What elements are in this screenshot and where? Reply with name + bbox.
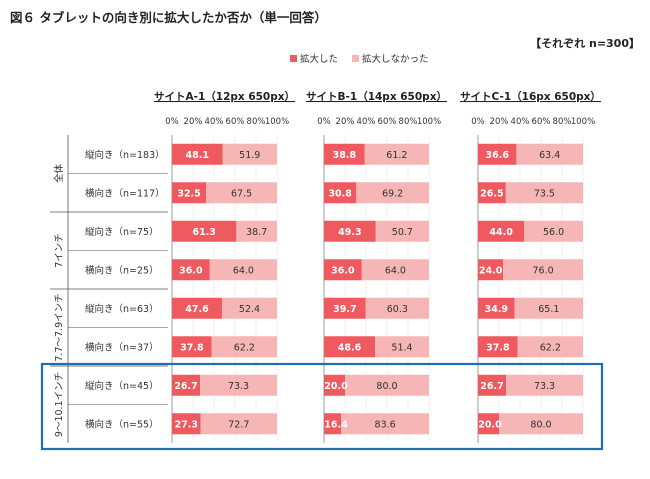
row-label: 縦向き（n=75） (85, 226, 159, 238)
data-label-not-enlarged: 69.2 (382, 188, 403, 199)
x-tick-label: 20% (336, 117, 355, 127)
data-label-enlarged: 24.0 (479, 265, 503, 276)
data-label-enlarged: 26.5 (480, 188, 503, 199)
legend-swatch-enlarged (290, 55, 297, 62)
data-label-not-enlarged: 56.0 (543, 227, 564, 238)
data-label-enlarged: 20.0 (324, 381, 348, 392)
data-label-not-enlarged: 67.5 (231, 188, 252, 199)
chart-title: 図６ タブレットの向き別に拡大したか否か（単一回答） (10, 10, 327, 25)
data-label-enlarged: 16.4 (324, 419, 348, 430)
data-label-not-enlarged: 60.3 (387, 304, 408, 315)
x-tick-label: 60% (532, 117, 551, 127)
data-label-enlarged: 27.3 (175, 419, 198, 430)
x-tick-label: 100% (265, 117, 289, 127)
data-label-enlarged: 37.8 (486, 342, 510, 353)
x-tick-label: 80% (247, 117, 266, 127)
data-label-not-enlarged: 62.2 (540, 342, 561, 353)
group-label: 7インチ (54, 233, 65, 268)
data-label-enlarged: 47.6 (185, 304, 209, 315)
x-tick-label: 0% (471, 117, 485, 127)
panel-title: サイトC-1（16px 650px） (460, 90, 601, 103)
data-label-enlarged: 48.6 (338, 342, 362, 353)
data-label-not-enlarged: 65.1 (538, 304, 559, 315)
data-label-not-enlarged: 61.2 (386, 150, 407, 161)
data-label-not-enlarged: 52.4 (239, 304, 260, 315)
data-label-enlarged: 20.0 (478, 419, 502, 430)
data-label-not-enlarged: 51.4 (391, 342, 412, 353)
data-label-not-enlarged: 83.6 (375, 419, 396, 430)
data-label-enlarged: 30.8 (328, 188, 352, 199)
data-label-not-enlarged: 62.2 (234, 342, 255, 353)
row-label: 縦向き（n=183） (85, 149, 165, 161)
x-tick-label: 20% (490, 117, 509, 127)
x-tick-label: 60% (226, 117, 245, 127)
sample-note: 【それぞれ n=300】 (530, 37, 640, 50)
data-label-enlarged: 61.3 (192, 227, 215, 238)
x-tick-label: 60% (378, 117, 397, 127)
x-tick-label: 0% (317, 117, 331, 127)
row-label: 横向き（n=25） (85, 264, 159, 276)
data-label-not-enlarged: 38.7 (246, 227, 267, 238)
x-tick-label: 20% (184, 117, 203, 127)
group-label: 7.7～7.9インチ (54, 293, 65, 361)
data-label-not-enlarged: 76.0 (533, 265, 554, 276)
legend-label-not-enlarged: 拡大しなかった (362, 53, 429, 65)
data-label-enlarged: 49.3 (338, 227, 361, 238)
data-label-enlarged: 38.8 (333, 150, 357, 161)
data-label-enlarged: 34.9 (485, 304, 508, 315)
row-label: 横向き（n=37） (85, 341, 159, 353)
x-tick-label: 40% (511, 117, 530, 127)
group-label: 全体 (53, 164, 65, 184)
x-tick-label: 40% (357, 117, 376, 127)
data-label-enlarged: 48.1 (186, 150, 209, 161)
legend: 拡大した 拡大しなかった (290, 53, 429, 65)
row-label: 縦向き（n=63） (85, 303, 159, 315)
row-label: 横向き（n=55） (85, 418, 159, 430)
data-label-not-enlarged: 51.9 (239, 150, 260, 161)
data-label-enlarged: 37.8 (180, 342, 204, 353)
plot-area: 全体 縦向き（n=183） 横向き（n=117） 7インチ 縦向き（n=75） 横向き（n… (42, 90, 602, 449)
data-label-not-enlarged: 73.3 (228, 381, 249, 392)
data-label-not-enlarged: 80.0 (376, 381, 397, 392)
x-tick-label: 100% (571, 117, 595, 127)
data-label-not-enlarged: 80.0 (530, 419, 551, 430)
legend-swatch-not-enlarged (352, 55, 359, 62)
data-label-enlarged: 36.6 (485, 150, 509, 161)
x-tick-label: 80% (553, 117, 572, 127)
panel-title: サイトA-1（12px 650px） (154, 90, 295, 103)
group-label: 9～10.1インチ (54, 372, 65, 437)
data-label-enlarged: 36.0 (331, 265, 355, 276)
data-label-not-enlarged: 72.7 (228, 419, 249, 430)
data-label-enlarged: 39.7 (333, 304, 356, 315)
data-label-not-enlarged: 63.4 (539, 150, 560, 161)
data-label-not-enlarged: 64.0 (233, 265, 254, 276)
data-label-enlarged: 26.7 (480, 381, 503, 392)
data-label-enlarged: 32.5 (177, 188, 200, 199)
x-tick-label: 80% (399, 117, 418, 127)
data-label-not-enlarged: 50.7 (392, 227, 413, 238)
row-label: 縦向き（n=45） (85, 380, 159, 392)
x-tick-label: 40% (205, 117, 224, 127)
data-label-enlarged: 44.0 (489, 227, 513, 238)
legend-label-enlarged: 拡大した (300, 53, 338, 65)
data-label-enlarged: 36.0 (179, 265, 203, 276)
x-tick-label: 100% (417, 117, 441, 127)
panel-title: サイトB-1（14px 650px） (306, 90, 447, 103)
x-tick-label: 0% (165, 117, 179, 127)
data-label-not-enlarged: 73.5 (534, 188, 555, 199)
data-label-not-enlarged: 73.3 (534, 381, 555, 392)
data-label-not-enlarged: 64.0 (385, 265, 406, 276)
data-label-enlarged: 26.7 (174, 381, 197, 392)
row-label: 横向き（n=117） (85, 187, 165, 199)
